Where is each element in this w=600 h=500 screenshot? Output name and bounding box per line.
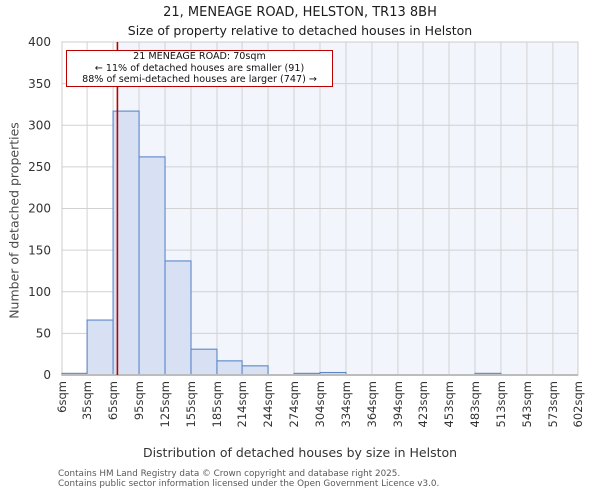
histogram-bar [241, 365, 269, 376]
x-tick-label: 244sqm [261, 381, 275, 427]
y-tick-label: 300 [28, 118, 51, 132]
x-tick-label: 602sqm [571, 381, 585, 427]
x-tick-label: 304sqm [313, 381, 327, 427]
x-tick-label: 423sqm [416, 381, 430, 427]
x-tick-label: 35sqm [80, 381, 94, 420]
y-tick-label: 50 [36, 327, 51, 341]
x-tick-label: 185sqm [210, 381, 224, 427]
chart-subtitle: Size of property relative to detached ho… [127, 23, 473, 38]
annotation-line-3: 88% of semi-detached houses are larger (… [82, 74, 317, 86]
y-tick-label: 250 [28, 160, 51, 174]
x-axis-title: Distribution of detached houses by size … [142, 445, 458, 460]
x-tick-label: 6sqm [55, 381, 69, 413]
x-tick-label: 513sqm [494, 381, 508, 427]
annotation-line-1: 21 MENEAGE ROAD: 70sqm [133, 51, 266, 63]
x-tick-label: 543sqm [520, 381, 534, 427]
annotation-box: 21 MENEAGE ROAD: 70sqm ← 11% of detached… [66, 50, 333, 87]
y-axis-title: Number of detached properties [6, 122, 22, 319]
histogram-bar [190, 348, 218, 376]
x-tick-label: 573sqm [546, 381, 560, 427]
x-tick-label: 214sqm [235, 381, 249, 427]
attribution-footer: Contains HM Land Registry data © Crown c… [58, 469, 439, 490]
x-tick-label: 95sqm [132, 381, 146, 420]
x-tick-label: 274sqm [287, 381, 301, 427]
x-tick-label: 483sqm [468, 381, 482, 427]
histogram-bar [86, 319, 114, 376]
annotation-line-2: ← 11% of detached houses are smaller (91… [94, 62, 305, 74]
y-tick-label: 400 [28, 35, 51, 49]
x-tick-label: 453sqm [442, 381, 456, 427]
y-tick-label: 0 [43, 368, 51, 382]
x-tick-label: 334sqm [339, 381, 353, 427]
y-tick-label: 150 [28, 243, 51, 257]
histogram-bar [164, 260, 192, 376]
chart-title: 21, MENEAGE ROAD, HELSTON, TR13 8BH [163, 5, 437, 20]
x-tick-label: 394sqm [391, 381, 405, 427]
x-tick-label: 155sqm [184, 381, 198, 427]
y-tick-label: 350 [28, 77, 51, 91]
y-tick-label: 200 [28, 202, 51, 216]
y-tick-label: 100 [28, 285, 51, 299]
x-tick-label: 364sqm [365, 381, 379, 427]
histogram-bar [216, 360, 243, 376]
histogram-bar [138, 156, 166, 376]
x-tick-label: 65sqm [106, 381, 120, 420]
footer-line-1: Contains HM Land Registry data © Crown c… [58, 469, 401, 479]
footer-line-2: Contains public sector information licen… [58, 479, 440, 490]
x-tick-label: 125sqm [158, 381, 172, 427]
